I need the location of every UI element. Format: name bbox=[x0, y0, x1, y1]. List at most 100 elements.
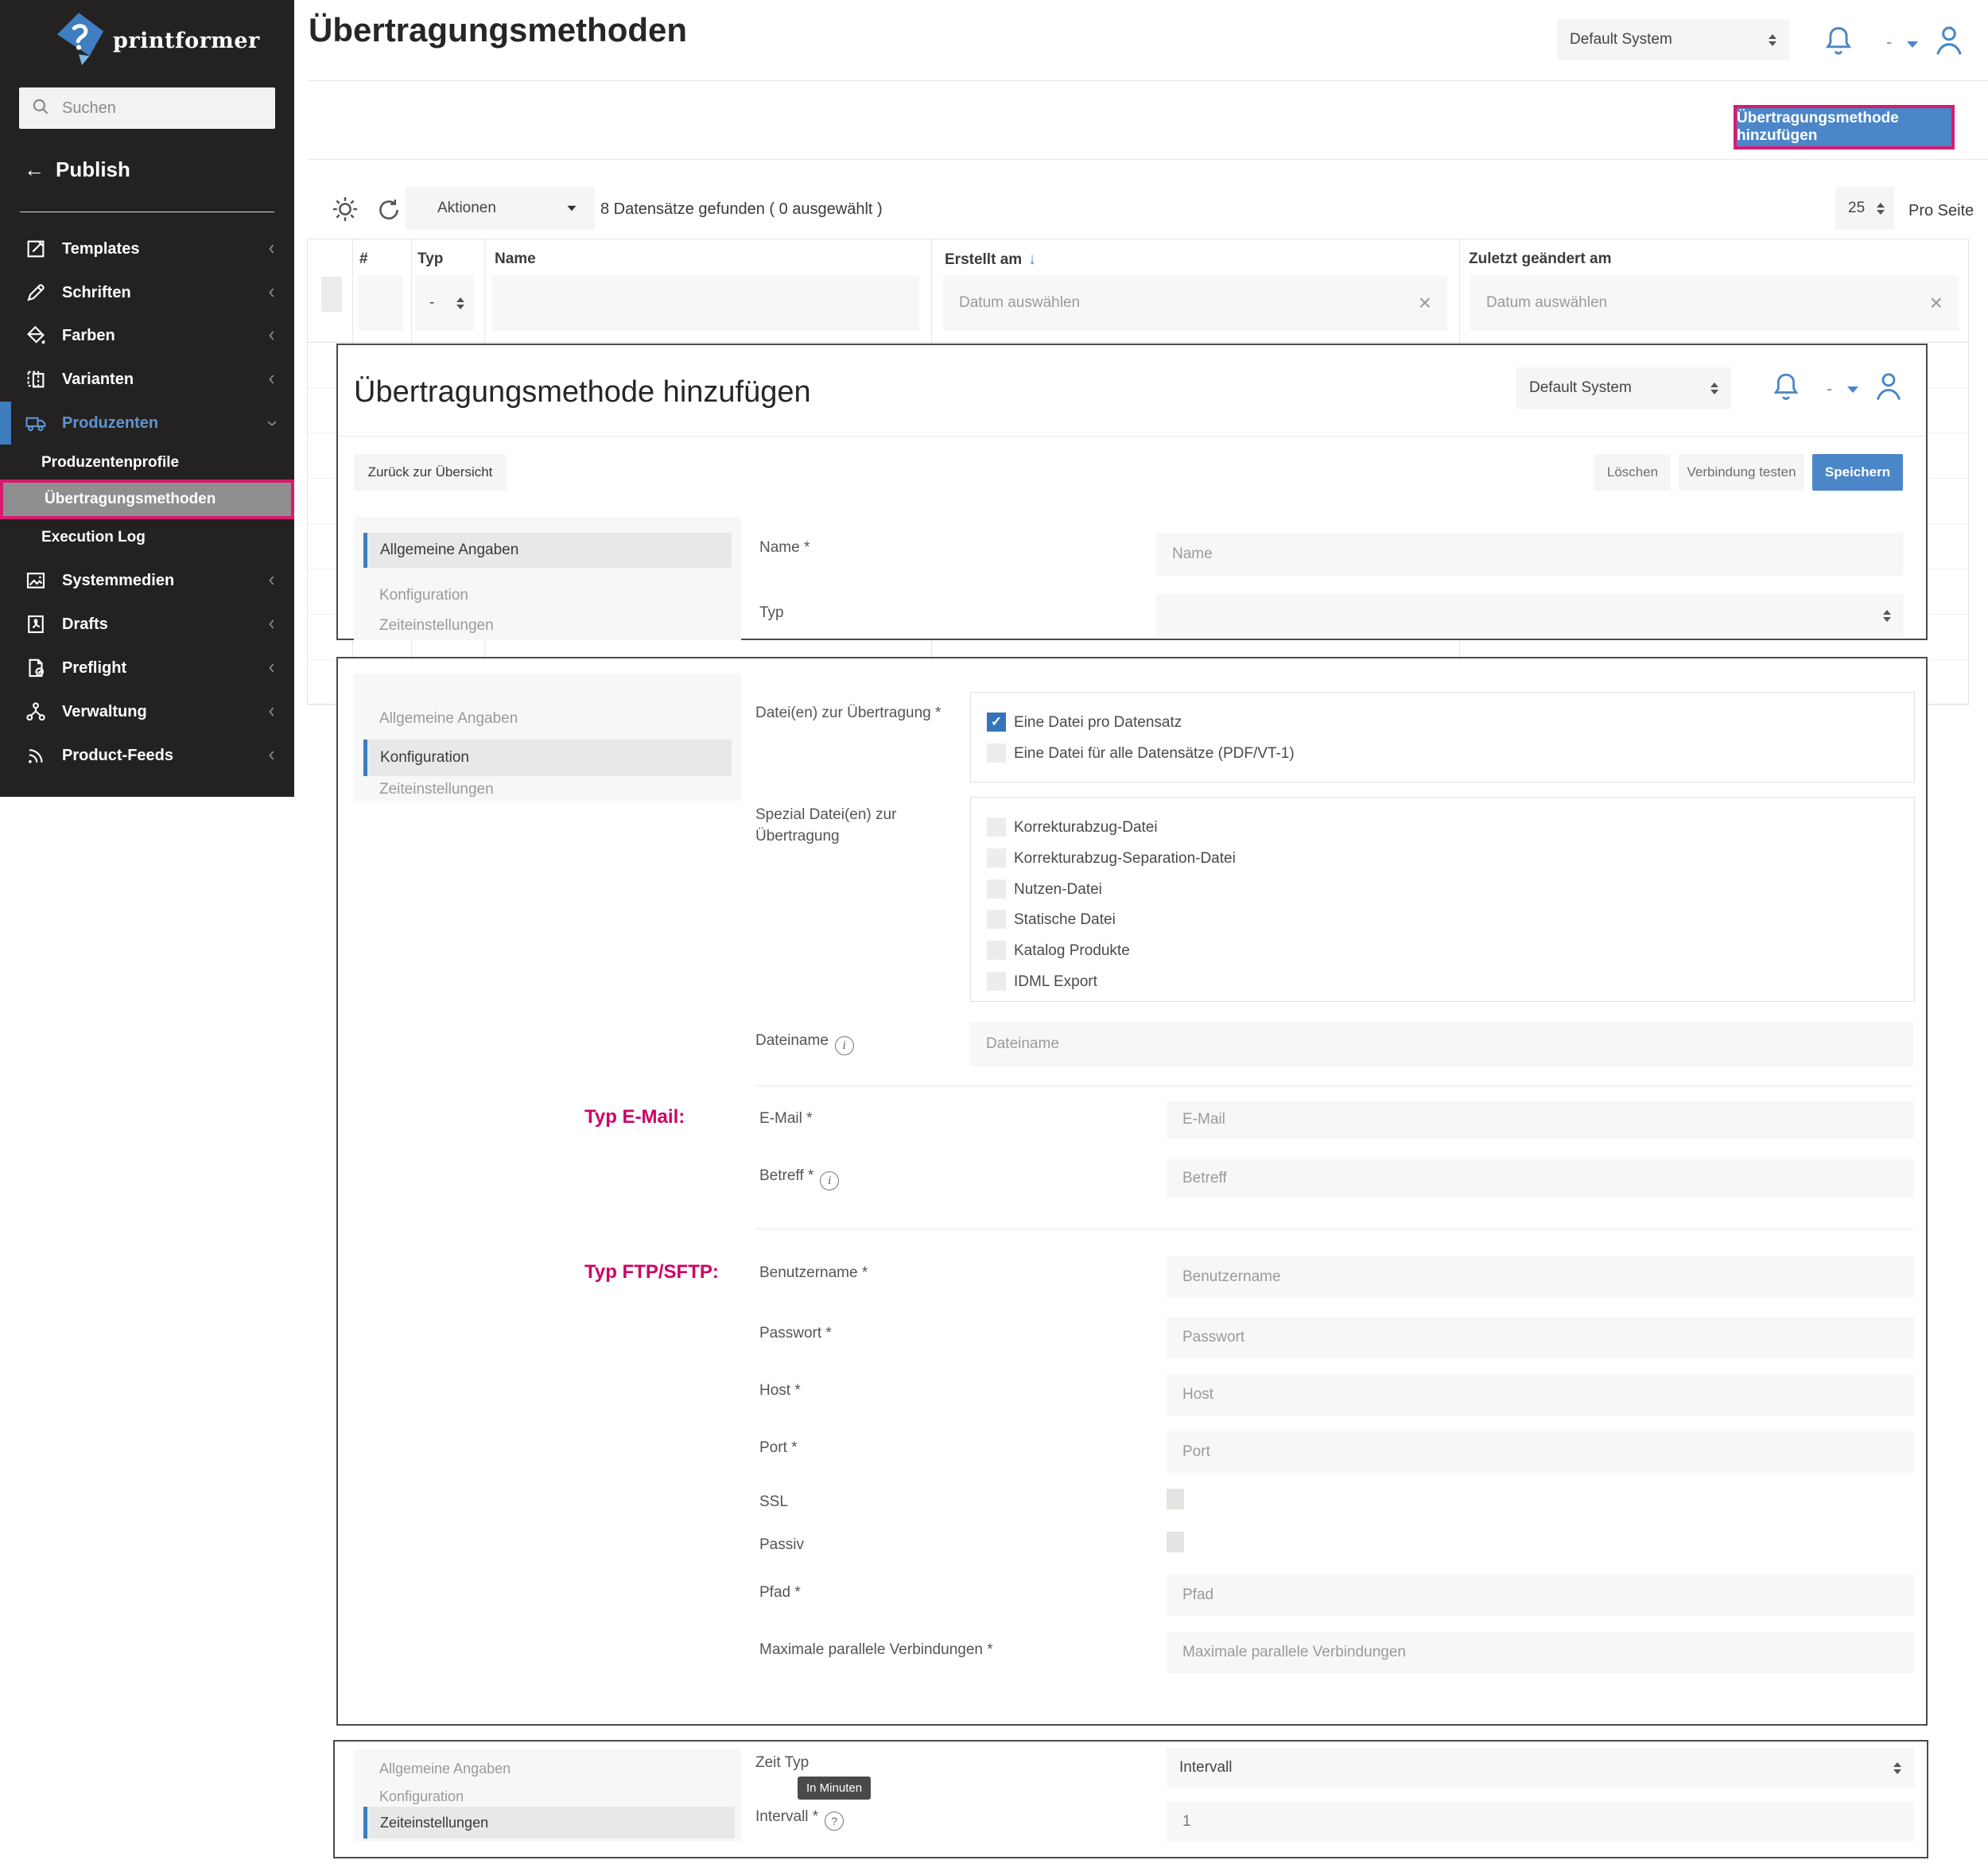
name-input[interactable] bbox=[1156, 533, 1904, 576]
created-date-filter[interactable]: Datum auswählen × bbox=[943, 275, 1447, 331]
modified-date-filter[interactable]: Datum auswählen × bbox=[1470, 275, 1959, 331]
nav-item-zeiteinstellungen[interactable]: Zeiteinstellungen bbox=[379, 617, 494, 634]
nav-item-allgemeine-angaben[interactable]: Allgemeine Angaben bbox=[379, 710, 518, 727]
max-connections-label: Maximale parallele Verbindungen * bbox=[759, 1641, 993, 1658]
notifications-bell-icon[interactable] bbox=[1769, 369, 1803, 410]
sidebar-search[interactable] bbox=[19, 87, 275, 129]
system-select[interactable]: Default System bbox=[1557, 19, 1789, 60]
sidebar-item-systemmedien[interactable]: Systemmedien bbox=[0, 559, 294, 602]
time-type-select[interactable]: Intervall bbox=[1167, 1748, 1914, 1788]
passive-checkbox[interactable] bbox=[1167, 1532, 1184, 1552]
truck-icon bbox=[25, 417, 46, 432]
sidebar-item-varianten[interactable]: Varianten bbox=[0, 358, 294, 401]
username-input[interactable] bbox=[1167, 1256, 1914, 1298]
email-input[interactable] bbox=[1167, 1101, 1914, 1139]
sidebar-item-templates[interactable]: Templates bbox=[0, 227, 294, 270]
table-settings-gear-icon[interactable] bbox=[330, 194, 360, 228]
sidebar-item-farben[interactable]: Farben bbox=[0, 314, 294, 357]
sidebar-item-product-feeds[interactable]: Product-Feeds bbox=[0, 734, 294, 777]
checkbox-unchecked[interactable] bbox=[987, 817, 1006, 837]
nav-item-konfiguration[interactable]: Konfiguration bbox=[379, 587, 468, 604]
filename-input[interactable] bbox=[970, 1022, 1913, 1066]
checkbox-unchecked[interactable] bbox=[987, 941, 1006, 960]
name-filter-input[interactable] bbox=[491, 275, 919, 331]
select-arrows-icon bbox=[1883, 609, 1891, 622]
question-icon[interactable]: ? bbox=[825, 1812, 845, 1831]
ssl-label: SSL bbox=[759, 1493, 788, 1510]
sidebar-item-produzenten[interactable]: Produzenten bbox=[0, 402, 294, 445]
interval-label-text: Intervall * bbox=[755, 1808, 819, 1825]
active-section-bar bbox=[0, 402, 11, 445]
host-input[interactable] bbox=[1167, 1374, 1914, 1415]
back-to-publish[interactable]: ← Publish bbox=[24, 157, 130, 182]
system-select[interactable]: Default System bbox=[1516, 367, 1731, 409]
column-header-created[interactable]: Erstellt am ↓ bbox=[945, 250, 1036, 269]
toolbar-divider bbox=[307, 159, 1988, 160]
typ-filter-select[interactable]: - bbox=[415, 275, 474, 331]
max-connections-input[interactable] bbox=[1167, 1632, 1914, 1673]
checkbox-unchecked[interactable] bbox=[987, 910, 1006, 929]
special-files-label-line2: Übertragung bbox=[755, 828, 840, 845]
column-header-name[interactable]: Name bbox=[495, 250, 536, 267]
sidebar-item-label: Systemmedien bbox=[62, 571, 175, 589]
test-connection-button[interactable]: Verbindung testen bbox=[1679, 454, 1804, 491]
checkbox-unchecked[interactable] bbox=[987, 880, 1006, 899]
checkbox-unchecked[interactable] bbox=[987, 744, 1006, 763]
dialog-nav: Allgemeine Angaben Konfiguration Zeitein… bbox=[354, 1749, 741, 1841]
checkbox-unchecked[interactable] bbox=[987, 972, 1006, 991]
typ-select[interactable] bbox=[1156, 594, 1904, 637]
select-all-checkbox[interactable] bbox=[321, 277, 342, 312]
password-input[interactable] bbox=[1167, 1317, 1914, 1358]
sort-desc-icon[interactable]: ↓ bbox=[1028, 250, 1037, 268]
user-menu-caret-icon[interactable] bbox=[1907, 41, 1918, 48]
nav-item-konfiguration[interactable]: Konfiguration bbox=[363, 740, 732, 776]
sidebar-item-label: Farben bbox=[62, 326, 115, 344]
clear-filter-icon[interactable]: × bbox=[1929, 290, 1943, 315]
chevron-left-icon bbox=[264, 573, 280, 588]
subject-input[interactable] bbox=[1167, 1159, 1914, 1198]
back-to-overview-button[interactable]: Zurück zur Übersicht bbox=[354, 454, 507, 491]
notifications-bell-icon[interactable] bbox=[1821, 22, 1856, 64]
search-input[interactable] bbox=[60, 98, 264, 118]
nav-item-allgemeine-angaben[interactable]: Allgemeine Angaben bbox=[379, 1761, 511, 1777]
sidebar: printformer ← Publish Templates Schrifte… bbox=[0, 0, 294, 797]
document-check-icon bbox=[29, 658, 45, 678]
column-header-typ[interactable]: Typ bbox=[417, 250, 444, 267]
checkbox-checked[interactable]: ✓ bbox=[987, 713, 1006, 732]
nav-item-zeiteinstellungen[interactable]: Zeiteinstellungen bbox=[363, 1807, 735, 1839]
sidebar-item-execution-log[interactable]: Execution Log bbox=[0, 519, 294, 556]
actions-dropdown-value: Aktionen bbox=[437, 200, 496, 216]
nav-item-allgemeine-angaben[interactable]: Allgemeine Angaben bbox=[363, 533, 732, 568]
column-header-modified[interactable]: Zuletzt geändert am bbox=[1469, 250, 1612, 267]
sidebar-item-produzentenprofile[interactable]: Produzentenprofile bbox=[0, 445, 294, 481]
add-transfer-method-button[interactable]: Übertragungsmethode hinzufügen bbox=[1734, 105, 1955, 150]
nav-item-konfiguration[interactable]: Konfiguration bbox=[379, 1788, 464, 1804]
per-page-select[interactable]: 25 bbox=[1835, 187, 1894, 230]
templates-icon bbox=[27, 240, 45, 258]
user-menu-caret-icon[interactable] bbox=[1847, 386, 1858, 393]
info-icon[interactable]: i bbox=[834, 1036, 854, 1055]
ssl-checkbox[interactable] bbox=[1167, 1489, 1184, 1509]
port-input[interactable] bbox=[1167, 1431, 1914, 1473]
sidebar-item-verwaltung[interactable]: Verwaltung bbox=[0, 690, 294, 733]
user-avatar-icon[interactable] bbox=[1931, 21, 1967, 64]
column-header-num[interactable]: # bbox=[359, 250, 368, 267]
sidebar-item-uebertragungsmethoden[interactable]: Übertragungsmethoden bbox=[0, 480, 294, 519]
interval-input[interactable] bbox=[1167, 1802, 1914, 1842]
delete-button[interactable]: Löschen bbox=[1594, 454, 1671, 491]
save-button[interactable]: Speichern bbox=[1812, 454, 1903, 491]
sidebar-item-drafts[interactable]: Drafts bbox=[0, 603, 294, 646]
path-input[interactable] bbox=[1167, 1575, 1914, 1616]
info-icon[interactable]: i bbox=[820, 1171, 840, 1190]
refresh-icon[interactable] bbox=[375, 196, 402, 227]
nav-item-zeiteinstellungen[interactable]: Zeiteinstellungen bbox=[379, 781, 494, 798]
num-filter-input[interactable] bbox=[358, 275, 402, 331]
checkbox-unchecked[interactable] bbox=[987, 849, 1006, 868]
sidebar-item-schriften[interactable]: Schriften bbox=[0, 271, 294, 314]
sidebar-item-preflight[interactable]: Preflight bbox=[0, 647, 294, 689]
sidebar-item-label: Produzenten bbox=[62, 414, 159, 432]
actions-dropdown[interactable]: Aktionen bbox=[406, 187, 595, 230]
clear-filter-icon[interactable]: × bbox=[1418, 290, 1431, 315]
user-avatar-icon[interactable] bbox=[1871, 367, 1906, 410]
